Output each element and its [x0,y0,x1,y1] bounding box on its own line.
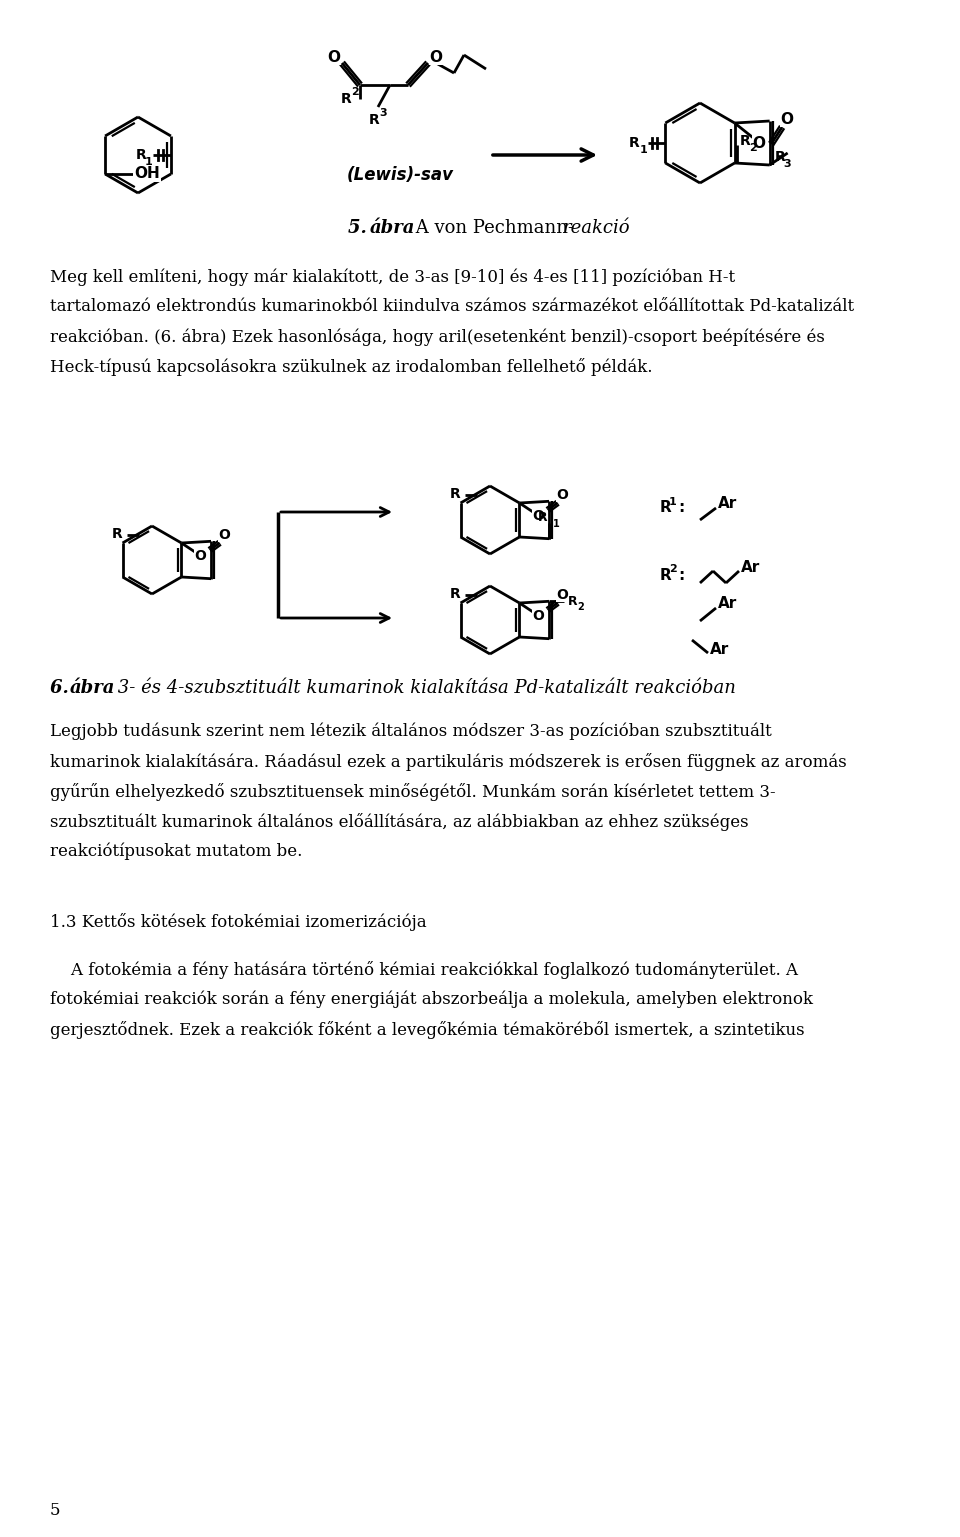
Text: 1.3 Kettős kötések fotokémiai izomerizációja: 1.3 Kettős kötések fotokémiai izomerizác… [50,913,426,931]
Text: szubsztituált kumarinok általános előállítására, az alábbiakban az ehhez szükség: szubsztituált kumarinok általános előáll… [50,813,749,832]
Text: OH: OH [134,166,160,181]
Text: 6.: 6. [50,679,75,696]
Text: O: O [533,509,544,523]
Text: 5: 5 [50,1502,60,1519]
Text: reakció: reakció [563,218,631,237]
Text: R: R [568,595,578,607]
Text: R: R [660,567,672,583]
Text: 1: 1 [145,157,153,168]
Text: 1: 1 [553,518,560,529]
Text: R: R [112,527,123,541]
Text: Legjobb tudásunk szerint nem létezik általános módszer 3-as pozícióban szubsztit: Legjobb tudásunk szerint nem létezik ált… [50,722,772,741]
Text: 2: 2 [351,88,359,97]
Text: Meg kell említeni, hogy már kialakított, de 3-as [9-10] és 4-es [11] pozícióban : Meg kell említeni, hogy már kialakított,… [50,267,735,286]
Text: 2: 2 [577,603,584,612]
Text: O: O [753,135,766,151]
Text: ábra: ábra [70,679,115,696]
Text: R: R [660,501,672,515]
Text: Heck-típusú kapcsolásokra szükulnek az irodalomban fellelhető példák.: Heck-típusú kapcsolásokra szükulnek az i… [50,358,653,377]
Text: gyűrűn elhelyezkedő szubsztituensek minőségétől. Munkám során kísérletet tettem : gyűrűn elhelyezkedő szubsztituensek minő… [50,782,776,801]
Text: R: R [739,134,751,148]
Text: R: R [450,487,461,501]
Text: 3- és 4-szubsztituált kumarinok kialakítása Pd-katalizált reakcióban: 3- és 4-szubsztituált kumarinok kialakít… [112,679,736,696]
Text: O: O [533,609,544,622]
Text: A fotokémia a fény hatására történő kémiai reakciókkal foglalkozó tudományterüle: A fotokémia a fény hatására történő kémi… [50,961,798,979]
Text: O: O [195,549,206,563]
Text: R: R [775,151,785,164]
Text: fotokémiai reakciók során a fény energiáját abszorbeálja a molekula, amelyben el: fotokémiai reakciók során a fény energiá… [50,991,813,1008]
Text: reakcióban. (6. ábra) Ezek hasonlósága, hogy aril(esetenként benzil)-csoport beé: reakcióban. (6. ábra) Ezek hasonlósága, … [50,327,825,346]
Text: R: R [369,114,379,128]
Text: 1: 1 [639,144,647,155]
Text: reakciótípusokat mutatom be.: reakciótípusokat mutatom be. [50,842,302,861]
Text: (Lewis)-sav: (Lewis)-sav [347,166,453,184]
Text: ábra: ábra [370,218,416,237]
Text: Ar: Ar [741,559,760,575]
Text: O: O [557,487,568,501]
Text: kumarinok kialakítására. Ráadásul ezek a partikuláris módszerek is erősen függne: kumarinok kialakítására. Ráadásul ezek a… [50,753,847,772]
Text: A von Pechmann-: A von Pechmann- [410,218,574,237]
Text: O: O [327,49,341,65]
Text: tartalomazó elektrondús kumarinokból kiindulva számos származékot előállítottak : tartalomazó elektrondús kumarinokból kii… [50,298,854,315]
Text: R: R [135,148,146,161]
Text: R: R [341,92,351,106]
Text: O: O [219,527,230,541]
Text: 3: 3 [783,158,791,169]
Text: 1: 1 [669,496,677,507]
Text: O: O [557,587,568,603]
Text: O: O [429,49,443,65]
Text: 5.: 5. [348,218,373,237]
Text: 2: 2 [749,143,756,154]
Text: R: R [629,135,639,151]
Text: :: : [678,501,684,515]
Text: 2: 2 [669,564,677,573]
Text: Ar: Ar [718,496,737,512]
Text: O: O [780,112,794,126]
Text: :: : [678,567,684,583]
Text: R: R [538,512,547,524]
Text: Ar: Ar [718,596,737,612]
Text: gerjesztődnek. Ezek a reakciók főként a levegőkémia témaköréből ismertek, a szin: gerjesztődnek. Ezek a reakciók főként a … [50,1021,804,1039]
Text: Ar: Ar [710,641,730,656]
Text: 3: 3 [379,108,387,118]
Text: R: R [450,587,461,601]
